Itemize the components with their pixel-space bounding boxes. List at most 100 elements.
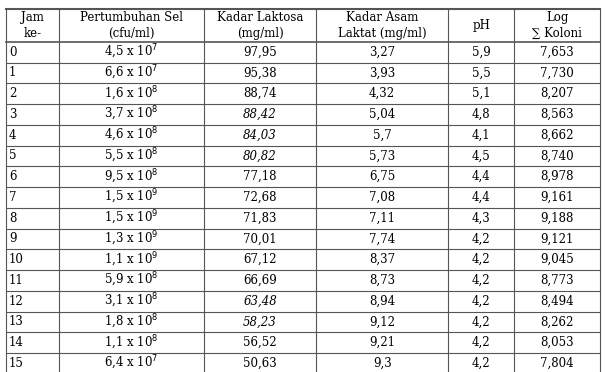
Text: 8,494: 8,494 (540, 295, 574, 308)
Text: 8,662: 8,662 (541, 129, 574, 142)
Text: 4: 4 (9, 129, 16, 142)
Text: 8,207: 8,207 (541, 87, 574, 100)
Text: 5,04: 5,04 (369, 108, 395, 121)
Text: Jam
ke-: Jam ke- (21, 11, 44, 40)
Text: 15: 15 (9, 357, 24, 370)
Text: 7,08: 7,08 (369, 191, 395, 204)
Text: 11: 11 (9, 274, 24, 287)
Text: 8,262: 8,262 (541, 315, 574, 328)
Text: 58,23: 58,23 (243, 315, 277, 328)
Text: 9,21: 9,21 (369, 336, 395, 349)
Text: 4,5: 4,5 (472, 150, 490, 163)
Text: 56,52: 56,52 (243, 336, 277, 349)
Text: 7,11: 7,11 (369, 212, 395, 225)
Text: 5,73: 5,73 (369, 150, 395, 163)
Text: 5: 5 (9, 150, 16, 163)
Text: 7,730: 7,730 (540, 67, 574, 79)
Text: 8,73: 8,73 (369, 274, 395, 287)
Text: 14: 14 (9, 336, 24, 349)
Text: 4,5 x 10$^7$: 4,5 x 10$^7$ (104, 43, 159, 61)
Text: 63,48: 63,48 (243, 295, 277, 308)
Text: 3,7 x 10$^8$: 3,7 x 10$^8$ (104, 105, 159, 124)
Text: 4,2: 4,2 (472, 315, 490, 328)
Text: 6: 6 (9, 170, 16, 183)
Text: 7,74: 7,74 (369, 232, 395, 246)
Text: 4,2: 4,2 (472, 274, 490, 287)
Text: 77,18: 77,18 (244, 170, 277, 183)
Text: 80,82: 80,82 (243, 150, 277, 163)
Text: 13: 13 (9, 315, 24, 328)
Text: 9,12: 9,12 (369, 315, 395, 328)
Text: 9: 9 (9, 232, 16, 246)
Text: 3,93: 3,93 (369, 67, 395, 79)
Text: 5,5 x 10$^8$: 5,5 x 10$^8$ (104, 147, 159, 165)
Text: 5,5: 5,5 (472, 67, 490, 79)
Text: 6,6 x 10$^7$: 6,6 x 10$^7$ (104, 64, 159, 82)
Text: 8: 8 (9, 212, 16, 225)
Text: 8,563: 8,563 (540, 108, 574, 121)
Text: 8,978: 8,978 (541, 170, 574, 183)
Text: 67,12: 67,12 (244, 253, 277, 266)
Text: 7: 7 (9, 191, 16, 204)
Text: 8,37: 8,37 (369, 253, 395, 266)
Text: 72,68: 72,68 (244, 191, 277, 204)
Text: Kadar Laktosa
(mg/ml): Kadar Laktosa (mg/ml) (217, 11, 303, 40)
Text: 8,740: 8,740 (540, 150, 574, 163)
Text: 9,121: 9,121 (541, 232, 574, 246)
Text: Pertumbuhan Sel
(cfu/ml): Pertumbuhan Sel (cfu/ml) (80, 11, 183, 40)
Text: 10: 10 (9, 253, 24, 266)
Text: 88,74: 88,74 (244, 87, 277, 100)
Text: 9,045: 9,045 (540, 253, 574, 266)
Text: 97,95: 97,95 (243, 46, 277, 59)
Text: Kadar Asam
Laktat (mg/ml): Kadar Asam Laktat (mg/ml) (338, 11, 427, 40)
Text: 84,03: 84,03 (243, 129, 277, 142)
Text: 3,1 x 10$^8$: 3,1 x 10$^8$ (104, 292, 159, 310)
Text: 4,3: 4,3 (472, 212, 490, 225)
Text: pH: pH (472, 19, 490, 32)
Text: 88,42: 88,42 (243, 108, 277, 121)
Text: 1,5 x 10$^9$: 1,5 x 10$^9$ (104, 188, 159, 206)
Text: 8,053: 8,053 (540, 336, 574, 349)
Text: 4,6 x 10$^8$: 4,6 x 10$^8$ (104, 126, 159, 144)
Text: 5,1: 5,1 (472, 87, 490, 100)
Text: 1,1 x 10$^8$: 1,1 x 10$^8$ (104, 334, 159, 352)
Text: 12: 12 (9, 295, 24, 308)
Text: 1,3 x 10$^9$: 1,3 x 10$^9$ (104, 230, 159, 248)
Text: 4,2: 4,2 (472, 253, 490, 266)
Text: 6,4 x 10$^7$: 6,4 x 10$^7$ (104, 355, 159, 372)
Text: 9,3: 9,3 (373, 357, 391, 370)
Text: 8,773: 8,773 (540, 274, 574, 287)
Text: 4,2: 4,2 (472, 357, 490, 370)
Text: 4,4: 4,4 (472, 170, 490, 183)
Text: 4,2: 4,2 (472, 336, 490, 349)
Text: 1: 1 (9, 67, 16, 79)
Text: 5,9: 5,9 (472, 46, 490, 59)
Text: 4,8: 4,8 (472, 108, 490, 121)
Text: 70,01: 70,01 (243, 232, 277, 246)
Text: 8,94: 8,94 (369, 295, 395, 308)
Text: Log
∑ Koloni: Log ∑ Koloni (532, 11, 582, 40)
Text: 6,75: 6,75 (369, 170, 395, 183)
Text: 95,38: 95,38 (243, 67, 277, 79)
Text: 1,6 x 10$^8$: 1,6 x 10$^8$ (104, 85, 159, 103)
Text: 5,9 x 10$^8$: 5,9 x 10$^8$ (104, 272, 159, 289)
Text: 7,804: 7,804 (540, 357, 574, 370)
Text: 2: 2 (9, 87, 16, 100)
Text: 0: 0 (9, 46, 16, 59)
Text: 3,27: 3,27 (369, 46, 395, 59)
Text: 5,7: 5,7 (373, 129, 391, 142)
Text: 71,83: 71,83 (244, 212, 277, 225)
Text: 4,4: 4,4 (472, 191, 490, 204)
Text: 4,2: 4,2 (472, 232, 490, 246)
Text: 1,8 x 10$^8$: 1,8 x 10$^8$ (104, 313, 159, 331)
Text: 4,32: 4,32 (369, 87, 395, 100)
Text: 1,5 x 10$^9$: 1,5 x 10$^9$ (104, 209, 159, 227)
Text: 9,161: 9,161 (541, 191, 574, 204)
Text: 7,653: 7,653 (540, 46, 574, 59)
Text: 1,1 x 10$^9$: 1,1 x 10$^9$ (104, 251, 159, 269)
Text: 9,5 x 10$^8$: 9,5 x 10$^8$ (104, 168, 159, 186)
Text: 9,188: 9,188 (541, 212, 574, 225)
Text: 4,2: 4,2 (472, 295, 490, 308)
Text: 50,63: 50,63 (243, 357, 277, 370)
Text: 66,69: 66,69 (243, 274, 277, 287)
